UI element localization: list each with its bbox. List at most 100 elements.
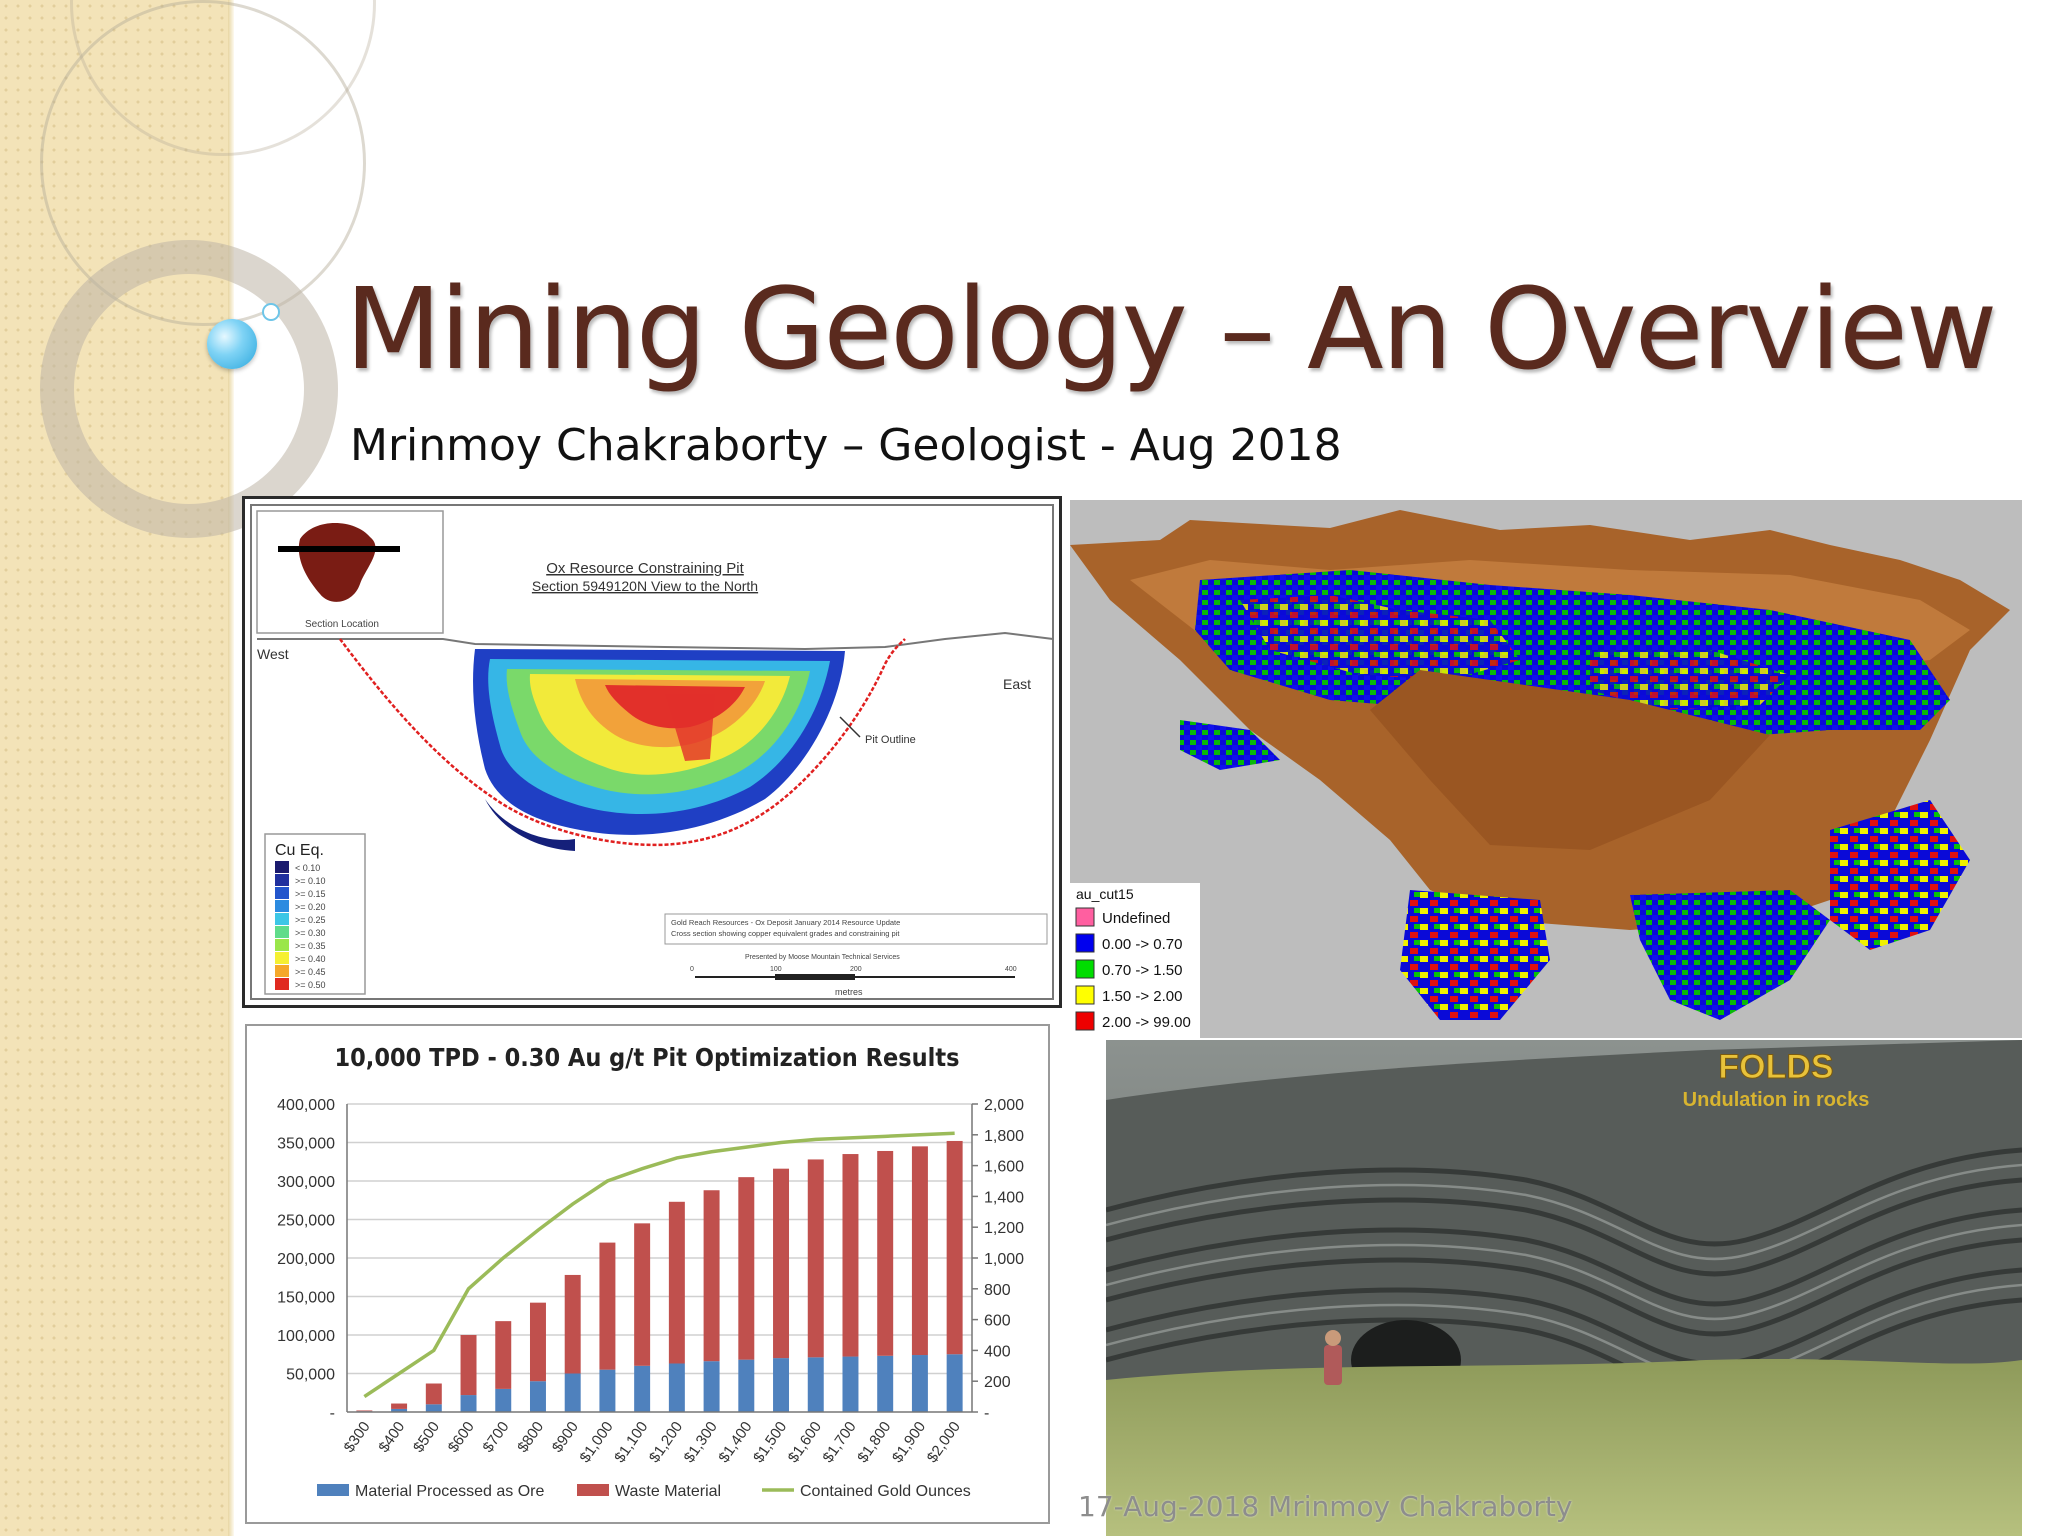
x-tick-label: $700: [479, 1419, 512, 1456]
block-legend-label: 0.70 -> 1.50: [1102, 962, 1182, 979]
bar-waste-material: [842, 1154, 859, 1357]
block-legend-title: au_cut15: [1076, 886, 1134, 902]
y-left-tick-label: 400,000: [277, 1097, 335, 1114]
y-right-tick-label: 1,200: [984, 1220, 1024, 1237]
y-right-tick-label: 1,800: [984, 1128, 1024, 1145]
bar-waste-material: [391, 1403, 408, 1409]
east-label: East: [1003, 676, 1031, 692]
inset-label: Section Location: [305, 619, 379, 630]
y-left-tick-label: 300,000: [277, 1174, 335, 1191]
cu-legend-swatch: [275, 874, 289, 886]
y-left-tick-label: 100,000: [277, 1328, 335, 1345]
y-left-tick-label: 150,000: [277, 1290, 335, 1307]
title-bullet-icon: [207, 319, 257, 369]
bar-waste-material: [599, 1242, 616, 1370]
cu-legend-entries: < 0.10 >= 0.10 >= 0.15 >= 0.20 >= 0.25 >= 0.3…: [275, 861, 326, 990]
block-legend-label: 1.50 -> 2.00: [1102, 988, 1182, 1005]
cu-legend-swatch: [275, 900, 289, 912]
x-tick-label: $1,700: [820, 1419, 860, 1466]
bar-waste-material: [356, 1410, 373, 1412]
bar-waste-material: [703, 1190, 720, 1362]
block-model-image[interactable]: au_cut15 Undefined 0.00 -> 0.70 0.70 -> 1.…: [1070, 500, 2022, 1038]
bar-waste-material: [773, 1168, 790, 1359]
x-tick-label: $400: [375, 1419, 408, 1456]
credit-line1: Gold Reach Resources - Ox Deposit Januar…: [671, 918, 900, 927]
y-right-tick-label: 400: [984, 1343, 1011, 1360]
block-legend-swatch: [1075, 907, 1095, 927]
cu-legend-label: >= 0.30: [295, 928, 326, 938]
cu-legend-label: >= 0.35: [295, 941, 326, 951]
pit-outline-label: Pit Outline: [865, 734, 916, 746]
cross-section-figure: Section Location Ox Resource Constrainin…: [250, 504, 1054, 1000]
pit-optimization-chart[interactable]: 10,000 TPD - 0.30 Au g/t Pit Optimizatio…: [245, 1024, 1050, 1524]
scale-tick-3: 400: [1005, 966, 1017, 973]
x-tick-label: $1,400: [715, 1419, 755, 1466]
bar-material-processed-as-ore: [911, 1355, 928, 1412]
scale-tick-0: 0: [690, 966, 694, 973]
section-title-line2: Section 5949120N View to the North: [532, 578, 758, 594]
folds-photo[interactable]: FOLDS Undulation in rocks: [1106, 1040, 2022, 1536]
x-tick-label: $500: [410, 1419, 443, 1456]
slide-title[interactable]: Mining Geology – An Overview: [345, 265, 1997, 395]
scale-label: metres: [835, 987, 863, 997]
cu-legend-swatch: [275, 861, 289, 873]
credit-line3: Presented by Moose Mountain Technical Se…: [745, 954, 900, 961]
cu-legend-label: >= 0.45: [295, 967, 326, 977]
bar-material-processed-as-ore: [703, 1361, 720, 1412]
legend-swatch: [317, 1484, 349, 1496]
cu-legend-swatch: [275, 887, 289, 899]
bar-material-processed-as-ore: [634, 1365, 651, 1412]
slide-subtitle[interactable]: Mrinmoy Chakraborty – Geologist - Aug 20…: [350, 420, 1342, 471]
bar-material-processed-as-ore: [425, 1404, 442, 1412]
bar-material-processed-as-ore: [842, 1356, 859, 1412]
y-right-tick-label: 2,000: [984, 1097, 1024, 1114]
x-tick-label: $900: [549, 1419, 582, 1456]
x-tick-label: $1,000: [576, 1419, 616, 1466]
bar-material-processed-as-ore: [946, 1354, 963, 1412]
cu-legend-swatch: [275, 939, 289, 951]
cu-legend-swatch: [275, 965, 289, 977]
bar-material-processed-as-ore: [738, 1359, 755, 1412]
x-tick-label: $2,000: [924, 1419, 964, 1466]
y-left-tick-label: 50,000: [286, 1367, 335, 1384]
bar-waste-material: [460, 1335, 477, 1396]
y-left-tick-label: -: [330, 1405, 335, 1422]
block-legend-label: 2.00 -> 99.00: [1102, 1014, 1191, 1031]
folds-heading: FOLDS: [1718, 1048, 1833, 1086]
bar-material-processed-as-ore: [529, 1381, 546, 1412]
cu-legend-label: >= 0.15: [295, 889, 326, 899]
line-contained-gold-ounces: [363, 1131, 955, 1399]
block-legend-swatch: [1075, 933, 1095, 953]
bar-waste-material: [738, 1177, 755, 1360]
chart-title: 10,000 TPD - 0.30 Au g/t Pit Optimizatio…: [335, 1043, 960, 1072]
bar-waste-material: [807, 1159, 824, 1358]
y-right-tick-label: -: [984, 1405, 989, 1422]
legend-label: Contained Gold Ounces: [800, 1483, 971, 1500]
cu-legend-label: >= 0.40: [295, 954, 326, 964]
cu-legend-label: >= 0.20: [295, 902, 326, 912]
bar-waste-material: [495, 1321, 512, 1389]
cross-section-image[interactable]: Section Location Ox Resource Constrainin…: [242, 496, 1062, 1008]
cu-legend-swatch: [275, 978, 289, 990]
block-legend-label: 0.00 -> 0.70: [1102, 936, 1182, 953]
chart-svg: 10,000 TPD - 0.30 Au g/t Pit Optimizatio…: [277, 1043, 1024, 1500]
credit-line2: Cross section showing copper equivalent …: [671, 929, 900, 938]
y-left-tick-label: 200,000: [277, 1251, 335, 1268]
x-tick-label: $1,500: [750, 1419, 790, 1466]
legend-label: Material Processed as Ore: [355, 1483, 545, 1500]
orebody-inset-icon: [298, 523, 376, 602]
bar-material-processed-as-ore: [564, 1373, 581, 1412]
x-tick-label: $1,600: [785, 1419, 825, 1466]
x-tick-label: $300: [341, 1419, 374, 1456]
west-label: West: [257, 646, 289, 662]
scale-tick-2: 200: [850, 966, 862, 973]
block-legend-swatch: [1075, 1011, 1095, 1031]
cu-legend-title: Cu Eq.: [275, 842, 324, 859]
bar-material-processed-as-ore: [773, 1358, 790, 1412]
x-tick-label: $1,900: [889, 1419, 929, 1466]
y-left-tick-label: 350,000: [277, 1136, 335, 1153]
cu-legend-label: >= 0.10: [295, 876, 326, 886]
bar-material-processed-as-ore: [668, 1363, 685, 1412]
block-model-figure: au_cut15 Undefined 0.00 -> 0.70 0.70 -> 1.…: [1070, 510, 2010, 1038]
y-right-tick-label: 200: [984, 1374, 1011, 1391]
